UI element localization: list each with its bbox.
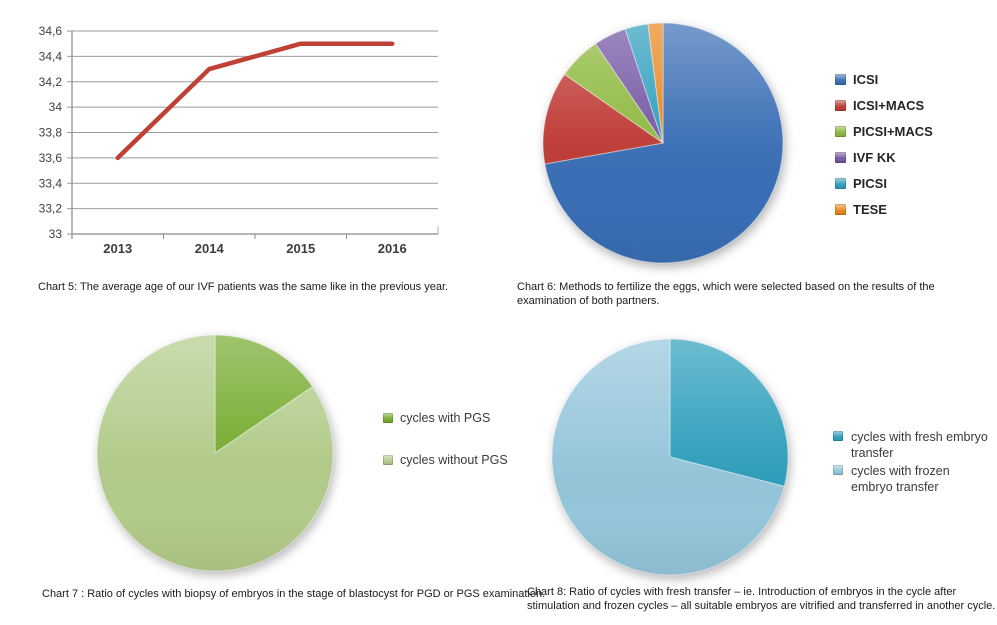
y-axis-tick-label: 33,8: [39, 126, 63, 140]
legend-label: TESE: [853, 201, 887, 217]
legend-swatch-icon: [835, 125, 846, 137]
legend-label: PICSI: [853, 175, 887, 191]
chart6-caption: Chart 6: Methods to fertilize the eggs, …: [517, 281, 935, 307]
legend-item-icsi: ICSI: [835, 66, 933, 92]
legend-label: cycles with fresh embryo transfer: [851, 430, 988, 460]
pie-chart-fertilization-methods: [542, 22, 784, 264]
legend-swatch-icon: [835, 203, 846, 215]
legend-item-icsi-macs: ICSI+MACS: [835, 92, 933, 118]
legend-swatch-icon: [383, 455, 393, 465]
y-axis-tick-label: 33,4: [39, 176, 63, 190]
legend-item-ivf-kk: IVF KK: [835, 144, 933, 170]
legend-swatch-icon: [833, 431, 843, 441]
legend-item-cycles-with-fresh-embryo-transfer: cycles with fresh embryo transfer: [833, 429, 993, 461]
legend-swatch-icon: [835, 73, 846, 85]
chart8-legend: cycles with fresh embryo transfer cycles …: [833, 429, 993, 497]
legend-item-tese: TESE: [835, 196, 933, 222]
legend-item-picsi: PICSI: [835, 170, 933, 196]
y-axis-tick-label: 34,6: [39, 24, 63, 38]
x-axis-tick-label: 2015: [286, 241, 315, 256]
legend-label: ICSI: [853, 71, 879, 87]
legend-label: IVF KK: [853, 149, 896, 165]
y-axis-tick-label: 34,2: [39, 75, 63, 89]
pie-chart-fresh-vs-frozen: [551, 338, 789, 576]
chart6-legend: ICSI ICSI+MACS PICSI+MACS IVF KK PICSI TESE: [835, 66, 933, 222]
y-axis-tick-label: 34: [49, 100, 63, 114]
y-axis-tick-label: 34,4: [39, 49, 63, 63]
legend-swatch-icon: [833, 465, 843, 475]
x-axis-tick-label: 2014: [195, 241, 225, 256]
line-series-average-age-of-ivf-patients: [115, 41, 395, 161]
legend-item-cycles-with-frozen-embryo-transfer: cycles with frozen embryo transfer: [833, 463, 993, 495]
y-axis-tick-label: 33: [49, 227, 63, 241]
y-axis-tick-label: 33,6: [39, 151, 63, 165]
legend-swatch-icon: [835, 151, 846, 163]
legend-label: ICSI+MACS: [853, 97, 925, 113]
chart8-caption: Chart 8: Ratio of cycles with fresh tran…: [527, 586, 996, 612]
x-axis-tick-label: 2016: [378, 241, 407, 256]
legend-label: cycles with PGS: [400, 411, 491, 425]
line-chart-average-age: 33 33,2 33,4 33,6 33,8 34 34,2 34,4 34,6 2013 2014…: [39, 24, 439, 256]
pie-chart-pgs-biopsy: [96, 334, 334, 572]
x-axis-tick-label: 2013: [103, 241, 132, 256]
legend-item-cycles-with-pgs: cycles with PGS: [383, 409, 508, 427]
legend-swatch-icon: [835, 99, 846, 111]
legend-swatch-icon: [383, 413, 393, 423]
legend-item-cycles-without-pgs: cycles without PGS: [383, 451, 508, 469]
legend-swatch-icon: [835, 177, 846, 189]
chart7-caption: Chart 7 : Ratio of cycles with biopsy of…: [42, 588, 546, 600]
legend-label: cycles with frozen embryo transfer: [851, 464, 950, 494]
chart5-caption: Chart 5: The average age of our IVF pati…: [38, 281, 449, 293]
legend-label: cycles without PGS: [400, 453, 508, 467]
y-axis-tick-label: 33,2: [39, 202, 63, 216]
chart7-legend: cycles with PGS cycles without PGS: [383, 409, 508, 493]
legend-item-picsi-macs: PICSI+MACS: [835, 118, 933, 144]
legend-label: PICSI+MACS: [853, 123, 933, 139]
